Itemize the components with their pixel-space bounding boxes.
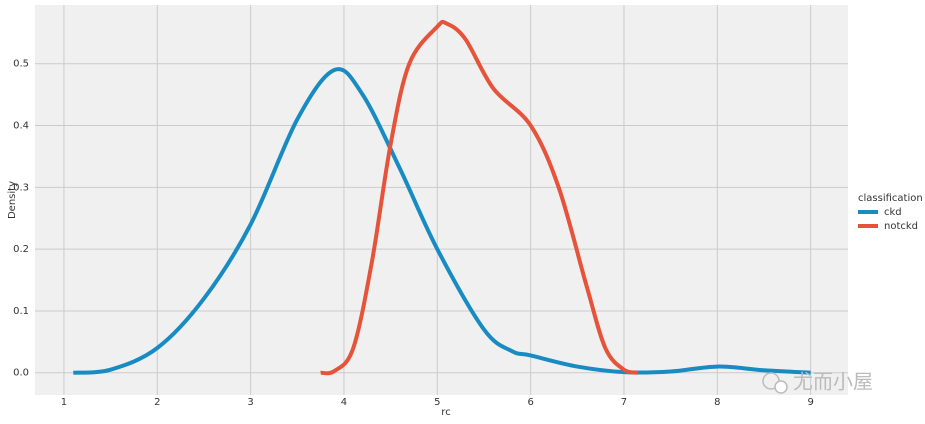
watermark-text: 尤而小屋 bbox=[793, 370, 873, 394]
x-tick-label: 4 bbox=[341, 397, 347, 408]
y-tick-label: 0.0 bbox=[13, 368, 29, 379]
legend-title: classification bbox=[858, 193, 923, 204]
x-tick-label: 7 bbox=[621, 397, 627, 408]
legend-label: notckd bbox=[884, 221, 918, 232]
x-tick-label: 5 bbox=[434, 397, 440, 408]
y-tick-label: 0.4 bbox=[13, 121, 29, 132]
x-tick-label: 6 bbox=[527, 397, 533, 408]
y-tick-label: 0.5 bbox=[13, 59, 29, 70]
x-tick-label: 1 bbox=[61, 397, 67, 408]
density-line bbox=[320, 19, 639, 376]
y-tick-label: 0.3 bbox=[13, 182, 29, 193]
y-axis-label: Density bbox=[7, 181, 18, 219]
y-tick-label: 0.2 bbox=[13, 244, 29, 255]
watermark: 尤而小屋 bbox=[762, 370, 873, 394]
legend-label: ckd bbox=[884, 207, 902, 218]
density-line bbox=[73, 67, 811, 375]
x-tick-label: 3 bbox=[247, 397, 253, 408]
x-axis-label: rc bbox=[441, 407, 450, 418]
watermark-icon bbox=[774, 380, 788, 394]
plot-background bbox=[35, 5, 848, 395]
x-tick-label: 8 bbox=[714, 397, 720, 408]
y-tick-label: 0.1 bbox=[13, 306, 29, 317]
x-tick-label: 9 bbox=[807, 397, 813, 408]
x-tick-label: 2 bbox=[154, 397, 160, 408]
